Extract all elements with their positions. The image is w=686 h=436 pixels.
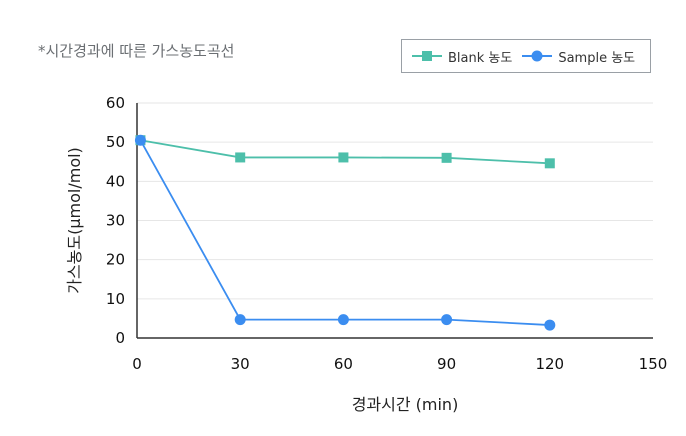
y-tick-label: 20 xyxy=(106,251,125,269)
x-tick-label: 60 xyxy=(334,355,353,373)
legend-swatch-sample xyxy=(522,50,553,62)
y-tick-label: 60 xyxy=(106,94,125,112)
data-point-blank xyxy=(441,152,452,163)
data-point-blank xyxy=(544,158,555,169)
y-axis-title: 가스농도(μmol/mol) xyxy=(65,147,84,294)
y-tick-label: 50 xyxy=(106,133,125,151)
data-point-sample xyxy=(441,314,453,326)
chart-title: *시간경과에 따른 가스농도곡선 xyxy=(38,42,235,60)
legend-label-blank: Blank 농도 xyxy=(448,50,513,66)
legend-swatch-blank xyxy=(412,51,442,61)
data-point-sample xyxy=(234,314,246,326)
legend-item-sample: Sample 농도 xyxy=(522,47,635,66)
data-point-sample xyxy=(337,314,349,326)
data-point-blank xyxy=(338,152,349,163)
legend-label-sample: Sample 농도 xyxy=(558,50,636,66)
y-tick-label: 0 xyxy=(115,329,125,347)
data-point-sample xyxy=(544,319,556,331)
y-tick-label: 30 xyxy=(106,212,125,230)
x-tick-label: 30 xyxy=(231,355,250,373)
x-tick-label: 150 xyxy=(639,355,668,373)
x-axis-title: 경과시간 (min) xyxy=(352,395,459,414)
legend-item-blank: Blank 농도 xyxy=(412,47,512,66)
data-point-sample xyxy=(134,134,146,146)
y-tick-label: 10 xyxy=(106,290,125,308)
x-tick-label: 90 xyxy=(437,355,456,373)
series-line-sample xyxy=(139,139,550,326)
data-point-blank xyxy=(235,152,246,163)
x-tick-label: 120 xyxy=(535,355,564,373)
x-tick-label: 0 xyxy=(132,355,142,373)
legend: Blank 농도 Sample 농도 xyxy=(401,39,651,73)
y-tick-label: 40 xyxy=(106,172,125,190)
